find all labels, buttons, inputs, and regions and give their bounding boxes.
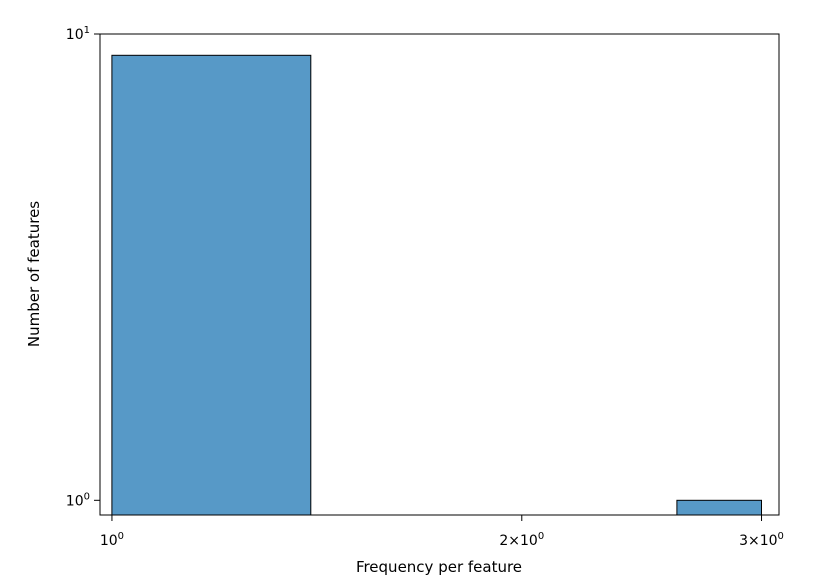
y-tick-label-1: 101 <box>66 25 90 43</box>
x-axis-ticks: 100 2×100 3×100 <box>100 515 784 549</box>
bar-group <box>111 54 763 516</box>
y-axis-ticks: 100 101 <box>66 25 100 509</box>
plot-area-frame <box>99 33 780 516</box>
y-axis-label: Number of features <box>25 201 43 347</box>
histogram-bar-1 <box>676 499 763 516</box>
x-tick-label-2: 3×100 <box>739 531 784 549</box>
x-axis-label: Frequency per feature <box>356 558 522 576</box>
histogram-bar-0 <box>111 54 312 516</box>
x-tick-label-0: 100 <box>100 531 124 549</box>
x-tick-label-1: 2×100 <box>499 531 544 549</box>
y-tick-label-0: 100 <box>66 491 90 509</box>
